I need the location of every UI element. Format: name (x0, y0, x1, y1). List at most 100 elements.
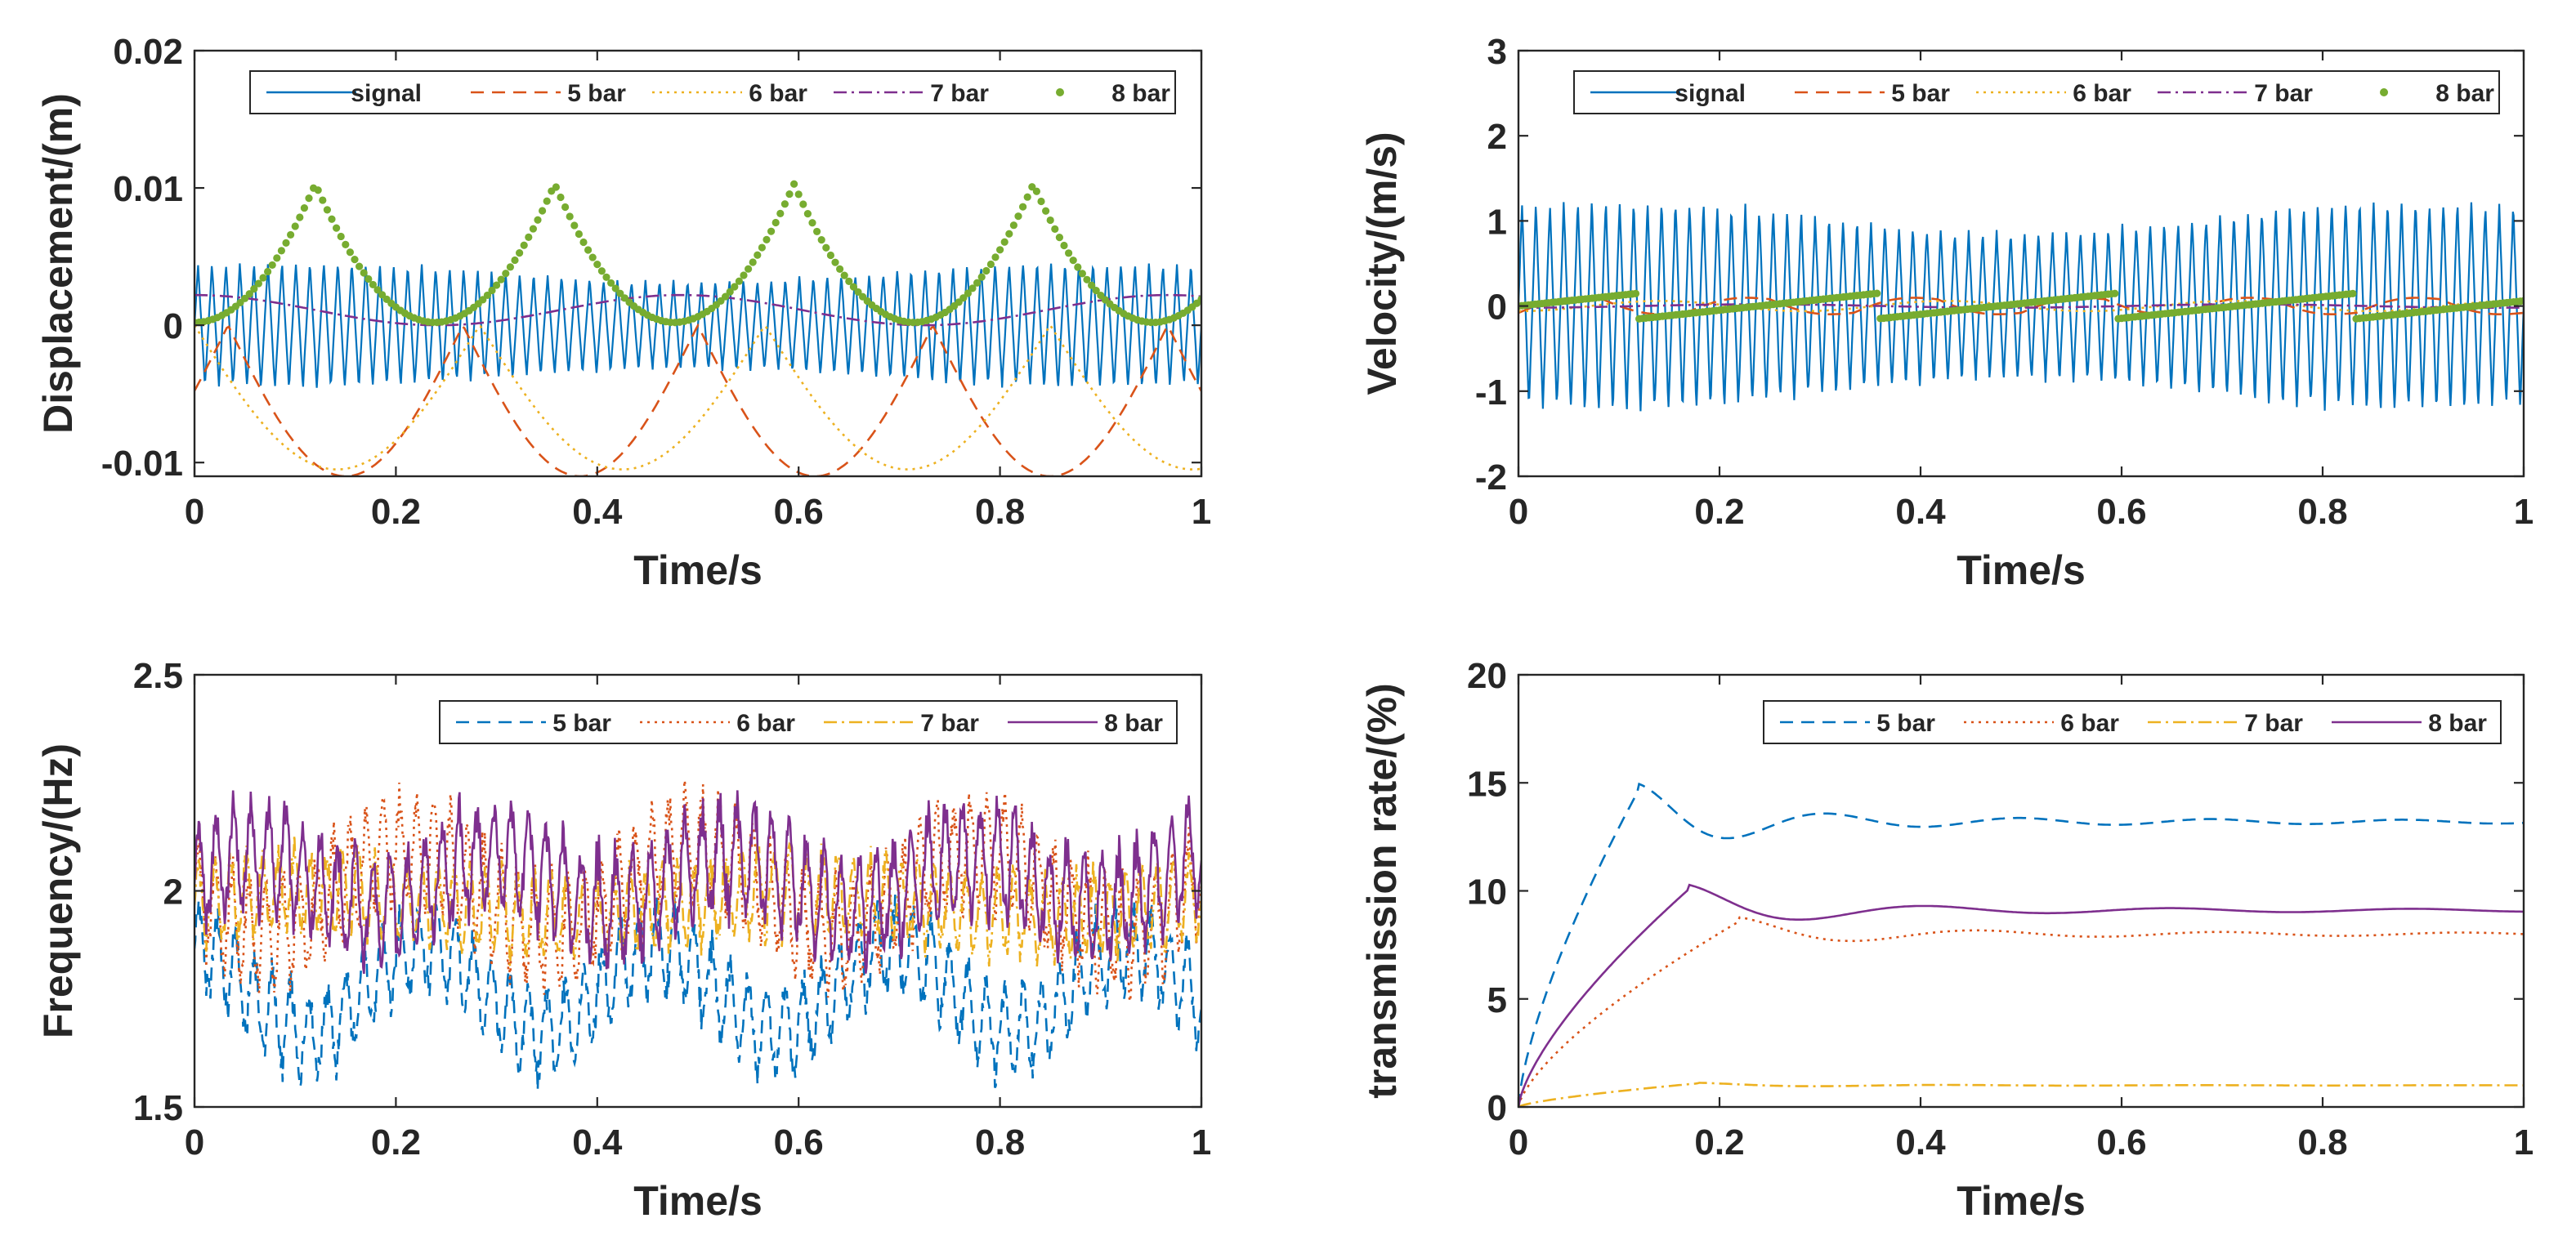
y-tick-label: 2.5 (133, 656, 183, 696)
data-point (323, 206, 331, 214)
legend-marker (1056, 88, 1064, 96)
y-tick-label: 10 (1467, 872, 1507, 913)
legend-entry-8-bar: 8 bar (2380, 80, 2494, 107)
data-point (300, 203, 308, 212)
y-tick-label: -1 (1475, 373, 1507, 413)
series-7-bar (1518, 303, 2524, 309)
data-point (337, 232, 345, 241)
x-tick-label: 1 (2514, 1122, 2534, 1163)
data-point (584, 246, 593, 254)
data-point (722, 292, 730, 301)
data-point (539, 207, 547, 215)
y-axis-label: transmission rate/(%) (1359, 683, 1405, 1098)
y-tick-label: 2 (1487, 117, 1507, 157)
data-point (1069, 257, 1077, 265)
data-point (511, 256, 519, 265)
data-point (977, 273, 986, 281)
data-point (1074, 263, 1082, 271)
data-point (497, 275, 505, 283)
data-point (319, 196, 327, 204)
legend-label: 8 bar (1111, 80, 1170, 107)
data-point (1088, 281, 1096, 289)
data-point (740, 271, 748, 279)
legend-label: 8 bar (1104, 710, 1163, 737)
x-tick-label: 0 (1509, 1122, 1528, 1163)
legend-label: 5 bar (1891, 80, 1950, 107)
legend-label: 8 bar (2435, 80, 2494, 107)
legend-entry-5-bar: 5 bar (1795, 80, 1950, 107)
data-point (808, 219, 816, 227)
data-point (854, 288, 862, 297)
data-point (493, 281, 501, 289)
legend-label: signal (351, 80, 422, 107)
data-point (849, 283, 857, 291)
data-point (767, 227, 776, 235)
data-point (616, 289, 624, 297)
legend-entry-signal: signal (266, 80, 422, 107)
y-axis-label: Displacement/(m) (35, 93, 81, 434)
x-tick-label: 0.6 (2096, 492, 2146, 532)
data-point (726, 288, 734, 296)
y-tick-label: 5 (1487, 980, 1507, 1020)
data-point (373, 286, 382, 294)
legend-label: signal (1675, 80, 1746, 107)
legend-entry-8-bar: 8 bar (2332, 710, 2487, 737)
data-point (1092, 287, 1100, 295)
data-point (780, 200, 789, 208)
data-point (346, 248, 354, 257)
data-point (241, 294, 249, 302)
data-point (1046, 216, 1054, 225)
y-tick-label: 15 (1467, 764, 1507, 804)
data-point (799, 200, 807, 208)
legend-entry-6-bar: 6 bar (640, 710, 795, 737)
data-point (516, 248, 524, 257)
data-point (1051, 225, 1059, 233)
data-point (342, 240, 350, 248)
legend-entry-5-bar: 5 bar (1780, 710, 1935, 737)
data-point (968, 284, 977, 292)
data-point (273, 254, 281, 262)
legend-entry-6-bar: 6 bar (1964, 710, 2119, 737)
data-point (1042, 207, 1050, 215)
x-tick-label: 1 (1192, 1122, 1211, 1163)
legend-label: 7 bar (2244, 710, 2303, 737)
x-tick-label: 0.8 (975, 492, 1025, 532)
data-point (1009, 221, 1017, 230)
series-5-bar (1518, 782, 2524, 1107)
data-point (566, 212, 574, 221)
y-axis-label: Velocity/(m/s) (1359, 132, 1405, 395)
data-point (986, 260, 995, 269)
plot-area (1518, 202, 2524, 412)
data-point (996, 246, 1004, 254)
data-point (785, 190, 794, 199)
data-point (552, 183, 561, 191)
data-point (836, 265, 844, 273)
x-tick-label: 0.6 (2096, 1122, 2146, 1163)
legend-label: 6 bar (736, 710, 795, 737)
x-tick-label: 0 (1509, 492, 1528, 532)
data-point (305, 194, 313, 203)
data-point (588, 253, 597, 261)
data-point (296, 213, 304, 221)
legend-entry-6-bar: 6 bar (652, 80, 807, 107)
data-point (763, 235, 771, 243)
data-point (360, 269, 368, 277)
y-tick-label: 1 (1487, 202, 1507, 242)
legend: signal 5 bar 6 bar 7 bar 8 bar (249, 70, 1176, 114)
data-point (749, 258, 757, 266)
x-tick-label: 0 (185, 1122, 204, 1163)
legend-entry-7-bar: 7 bar (824, 710, 979, 737)
data-point (2111, 289, 2119, 297)
data-point (254, 279, 262, 288)
plot-area (1518, 782, 2524, 1107)
data-point (570, 221, 579, 230)
series-6-bar (195, 323, 1201, 471)
x-axis-label: Time/s (1957, 1178, 2086, 1224)
data-point (259, 274, 267, 282)
x-tick-label: 0.4 (1895, 492, 1946, 532)
legend-label: 7 bar (2254, 80, 2313, 107)
data-point (534, 216, 542, 224)
legend-entry-8-bar: 8 bar (1008, 710, 1163, 737)
data-point (291, 222, 299, 230)
data-point (1000, 238, 1008, 246)
